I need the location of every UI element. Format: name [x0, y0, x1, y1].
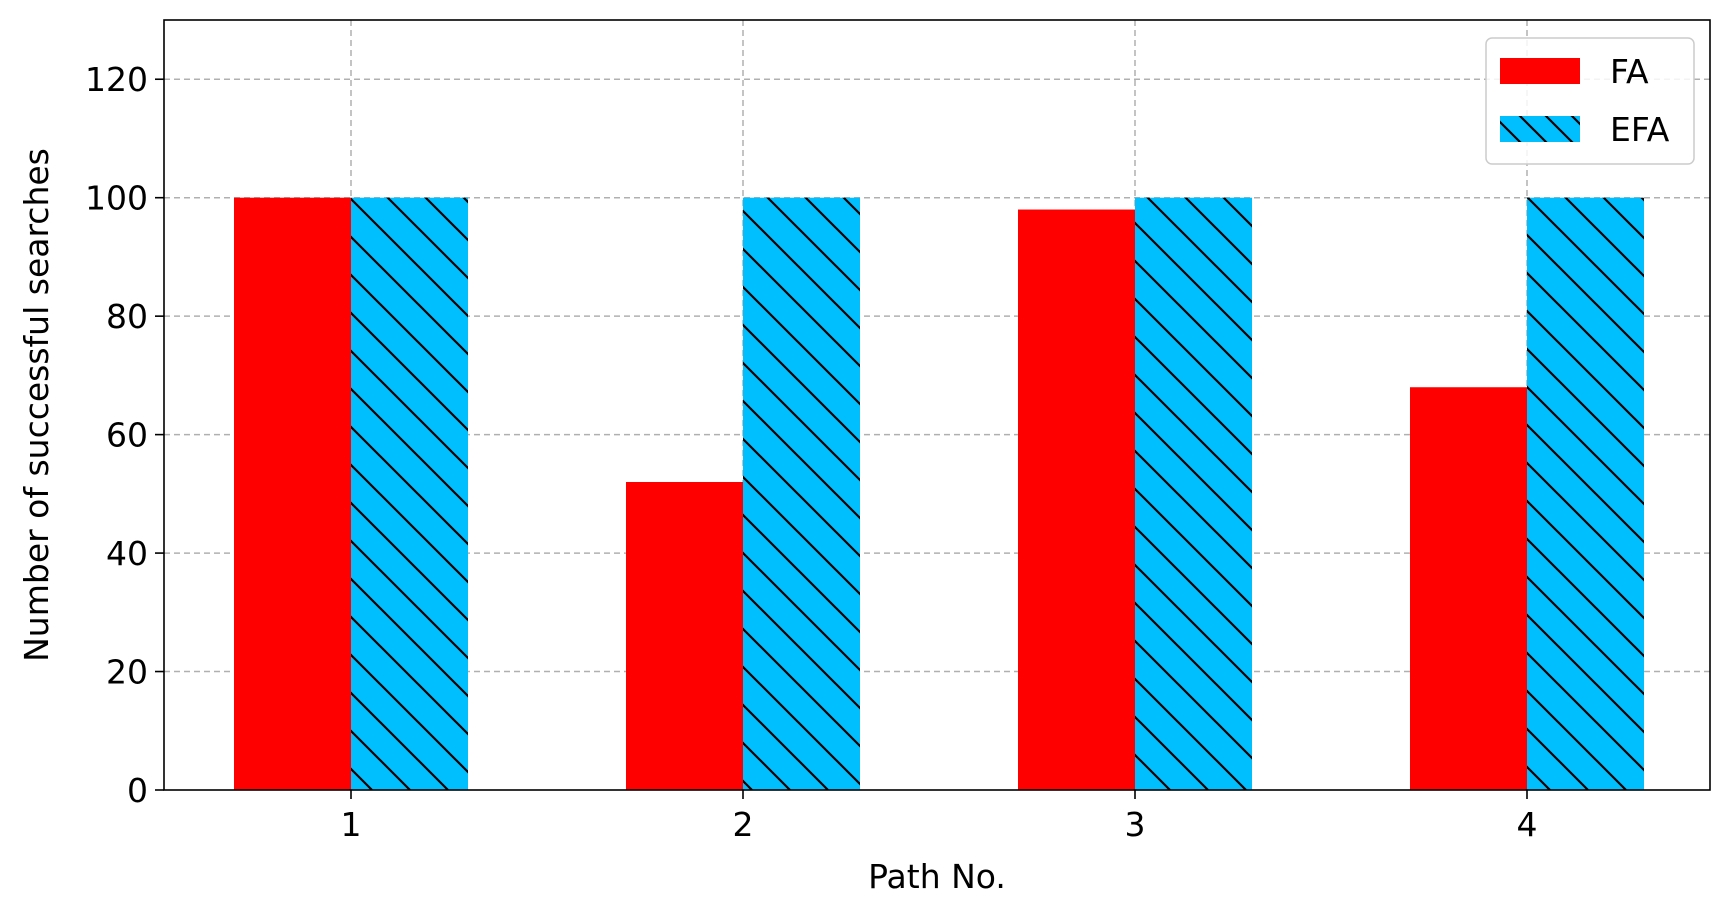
bar-efa: [743, 197, 860, 790]
bar-efa: [1527, 197, 1644, 790]
legend-swatch-fa: [1500, 58, 1580, 84]
y-tick-label: 0: [127, 771, 148, 810]
bar-fa: [626, 482, 743, 790]
legend: FA EFA: [1485, 37, 1695, 165]
x-tick-label: 3: [1125, 805, 1146, 844]
bar-fa: [234, 197, 351, 790]
y-tick-label: 120: [85, 60, 148, 99]
x-tick-label: 2: [733, 805, 754, 844]
legend-swatch-efa: [1500, 116, 1580, 142]
y-tick-label: 60: [106, 416, 148, 455]
x-tick-label: 4: [1517, 805, 1538, 844]
bars: [234, 197, 1644, 791]
bar-efa: [1135, 197, 1252, 790]
legend-label-efa: EFA: [1610, 110, 1670, 149]
bar-efa: [351, 197, 468, 790]
x-tick-label: 1: [341, 805, 362, 844]
y-axis-label: Number of successful searches: [17, 148, 56, 662]
bar-fa: [1410, 387, 1527, 790]
y-tick-label: 20: [106, 653, 148, 692]
plot-frame: [163, 19, 1711, 791]
y-tick-label: 100: [85, 179, 148, 218]
y-tick-label: 80: [106, 297, 148, 336]
legend-label-fa: FA: [1610, 52, 1649, 91]
y-tick-label: 40: [106, 534, 148, 573]
axis-ticks: 0 20 40 60 80 100 120 1 2 3 4: [85, 60, 1538, 844]
bar-fa: [1018, 209, 1135, 791]
x-axis-label: Path No.: [868, 857, 1006, 896]
